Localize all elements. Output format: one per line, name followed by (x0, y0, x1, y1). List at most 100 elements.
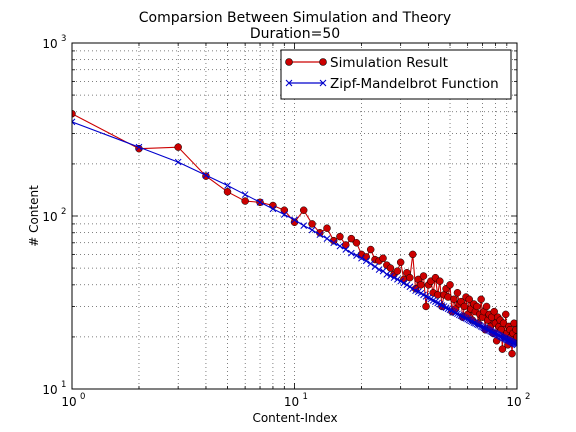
x-tick-label-exponent: 0 (80, 392, 85, 402)
data-point (508, 349, 516, 358)
chart-title: Comparsion Between Simulation and Theory (139, 10, 451, 26)
data-point (316, 231, 324, 239)
plot-frame (71, 42, 518, 390)
data-point (406, 283, 414, 291)
data-point (342, 241, 350, 249)
data-point (72, 118, 76, 126)
data-point (362, 257, 370, 265)
legend-marker-simulation (285, 58, 293, 66)
data-point (323, 224, 331, 232)
data-point (202, 171, 210, 179)
data-point (448, 307, 456, 315)
data-point (512, 326, 517, 334)
data-point (403, 281, 411, 289)
data-point (347, 249, 355, 257)
series-layer (72, 109, 517, 358)
legend-box (280, 49, 512, 100)
data-point (336, 232, 344, 241)
data-point (367, 260, 375, 268)
data-point (330, 239, 338, 247)
data-point (459, 313, 467, 320)
data-point (462, 315, 470, 322)
data-point (433, 291, 442, 299)
data-point (291, 216, 298, 224)
data-point (394, 276, 401, 283)
x-tick-label: 10 (284, 395, 299, 409)
data-point (241, 197, 249, 205)
data-point (375, 266, 383, 273)
data-point (366, 245, 375, 254)
data-point (72, 109, 76, 118)
y-tick-label: 10 (42, 383, 57, 397)
data-point (444, 305, 452, 313)
data-point (501, 310, 510, 319)
chart-subtitle: Duration=50 (250, 26, 340, 42)
legend: Simulation Result Zipf-Mandelbrot Functi… (280, 49, 512, 100)
data-point (280, 211, 288, 218)
data-point (280, 206, 289, 214)
data-point (473, 302, 481, 311)
data-point (174, 143, 182, 151)
x-tick-label-exponent: 2 (525, 392, 530, 402)
data-point (223, 188, 232, 196)
data-point (336, 242, 344, 250)
data-point (386, 264, 395, 272)
x-tick-label: 10 (506, 395, 521, 409)
data-point (419, 272, 428, 280)
y-tick-label-exponent: 3 (61, 34, 66, 44)
x-tick-label: 10 (61, 395, 76, 409)
tick-labels: 10 0 10 1 10 2 10 1 10 2 10 3 (42, 34, 530, 409)
y-tick-label: 10 (42, 210, 57, 224)
y-tick-label-exponent: 1 (61, 380, 66, 390)
data-point (422, 302, 430, 311)
data-point (308, 226, 316, 234)
data-point (269, 205, 277, 213)
legend-label-zipf: Zipf-Mandelbrot Function (330, 76, 499, 92)
data-point (409, 285, 417, 293)
data-point (393, 267, 402, 275)
data-point (482, 302, 491, 311)
data-point (241, 191, 249, 198)
data-point (498, 345, 507, 353)
data-point (383, 270, 391, 278)
data-point (352, 239, 361, 247)
data-point (353, 252, 360, 259)
series-1 (72, 118, 517, 349)
data-point (224, 182, 231, 189)
data-point (461, 314, 468, 321)
data-point (358, 254, 365, 262)
data-point (342, 246, 350, 253)
y-tick-label-exponent: 2 (61, 207, 66, 217)
data-point (452, 309, 460, 317)
data-point (442, 304, 450, 312)
data-point (417, 281, 425, 289)
data-point (460, 302, 469, 311)
data-point (446, 281, 454, 289)
data-point (174, 158, 182, 166)
data-point (256, 198, 264, 206)
data-point (347, 234, 356, 243)
data-point (455, 311, 463, 319)
data-point (450, 295, 458, 304)
y-axis-label: # Content (27, 185, 41, 247)
data-point (308, 220, 316, 228)
legend-marker-simulation (319, 58, 327, 66)
data-point (477, 295, 485, 304)
data-point (450, 308, 458, 316)
data-point (436, 277, 444, 285)
y-tick-label: 10 (42, 37, 57, 51)
data-point (438, 302, 446, 309)
data-point (299, 206, 308, 214)
data-point (446, 306, 454, 314)
data-point (323, 235, 331, 242)
data-point (390, 274, 398, 282)
data-point (300, 222, 308, 229)
data-point (513, 341, 517, 349)
data-point (406, 273, 414, 282)
data-point (465, 295, 473, 304)
data-point (513, 333, 517, 341)
data-point (379, 254, 387, 262)
data-point (371, 263, 379, 270)
x-axis-label: Content-Index (252, 411, 337, 425)
